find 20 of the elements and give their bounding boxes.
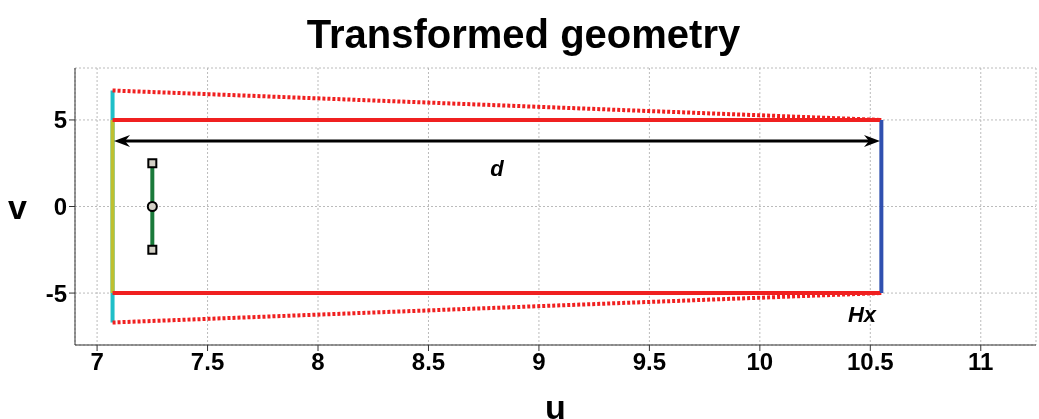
x-tick-label: 10.5 (846, 348, 894, 376)
x-axis-title: u (545, 388, 566, 419)
chart-title: Transformed geometry (305, 11, 742, 58)
x-tick-label: 11 (968, 348, 994, 376)
annotation: d (490, 155, 505, 181)
x-tick-label: 7.5 (190, 348, 225, 376)
y-tick-label: -5 (45, 279, 67, 307)
x-tick-label: 10 (746, 348, 774, 376)
y-tick-label: 0 (53, 193, 67, 221)
y-axis-title: v (8, 187, 27, 226)
x-tick-label: 8.5 (411, 348, 446, 376)
annotation: Hx (847, 301, 877, 327)
x-tick-label: 8 (311, 348, 325, 376)
x-tick-label: 7 (90, 348, 104, 376)
x-tick-label: 9 (532, 348, 546, 376)
x-tick-label: 9.5 (632, 348, 667, 376)
point (147, 244, 158, 255)
y-tick-label: 5 (53, 106, 67, 134)
point (146, 200, 158, 213)
point (147, 158, 158, 169)
